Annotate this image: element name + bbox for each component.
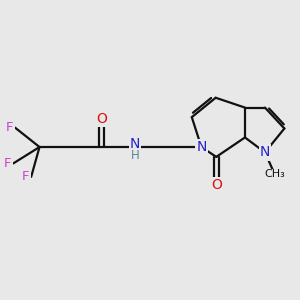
Text: CH₃: CH₃ bbox=[264, 169, 285, 179]
Text: F: F bbox=[4, 157, 12, 170]
Text: O: O bbox=[211, 178, 222, 192]
Text: F: F bbox=[22, 170, 30, 183]
Text: N: N bbox=[130, 137, 140, 151]
Text: H: H bbox=[131, 149, 140, 163]
Text: N: N bbox=[196, 140, 206, 154]
Text: O: O bbox=[96, 112, 107, 126]
Text: F: F bbox=[6, 121, 14, 134]
Text: N: N bbox=[260, 146, 270, 159]
